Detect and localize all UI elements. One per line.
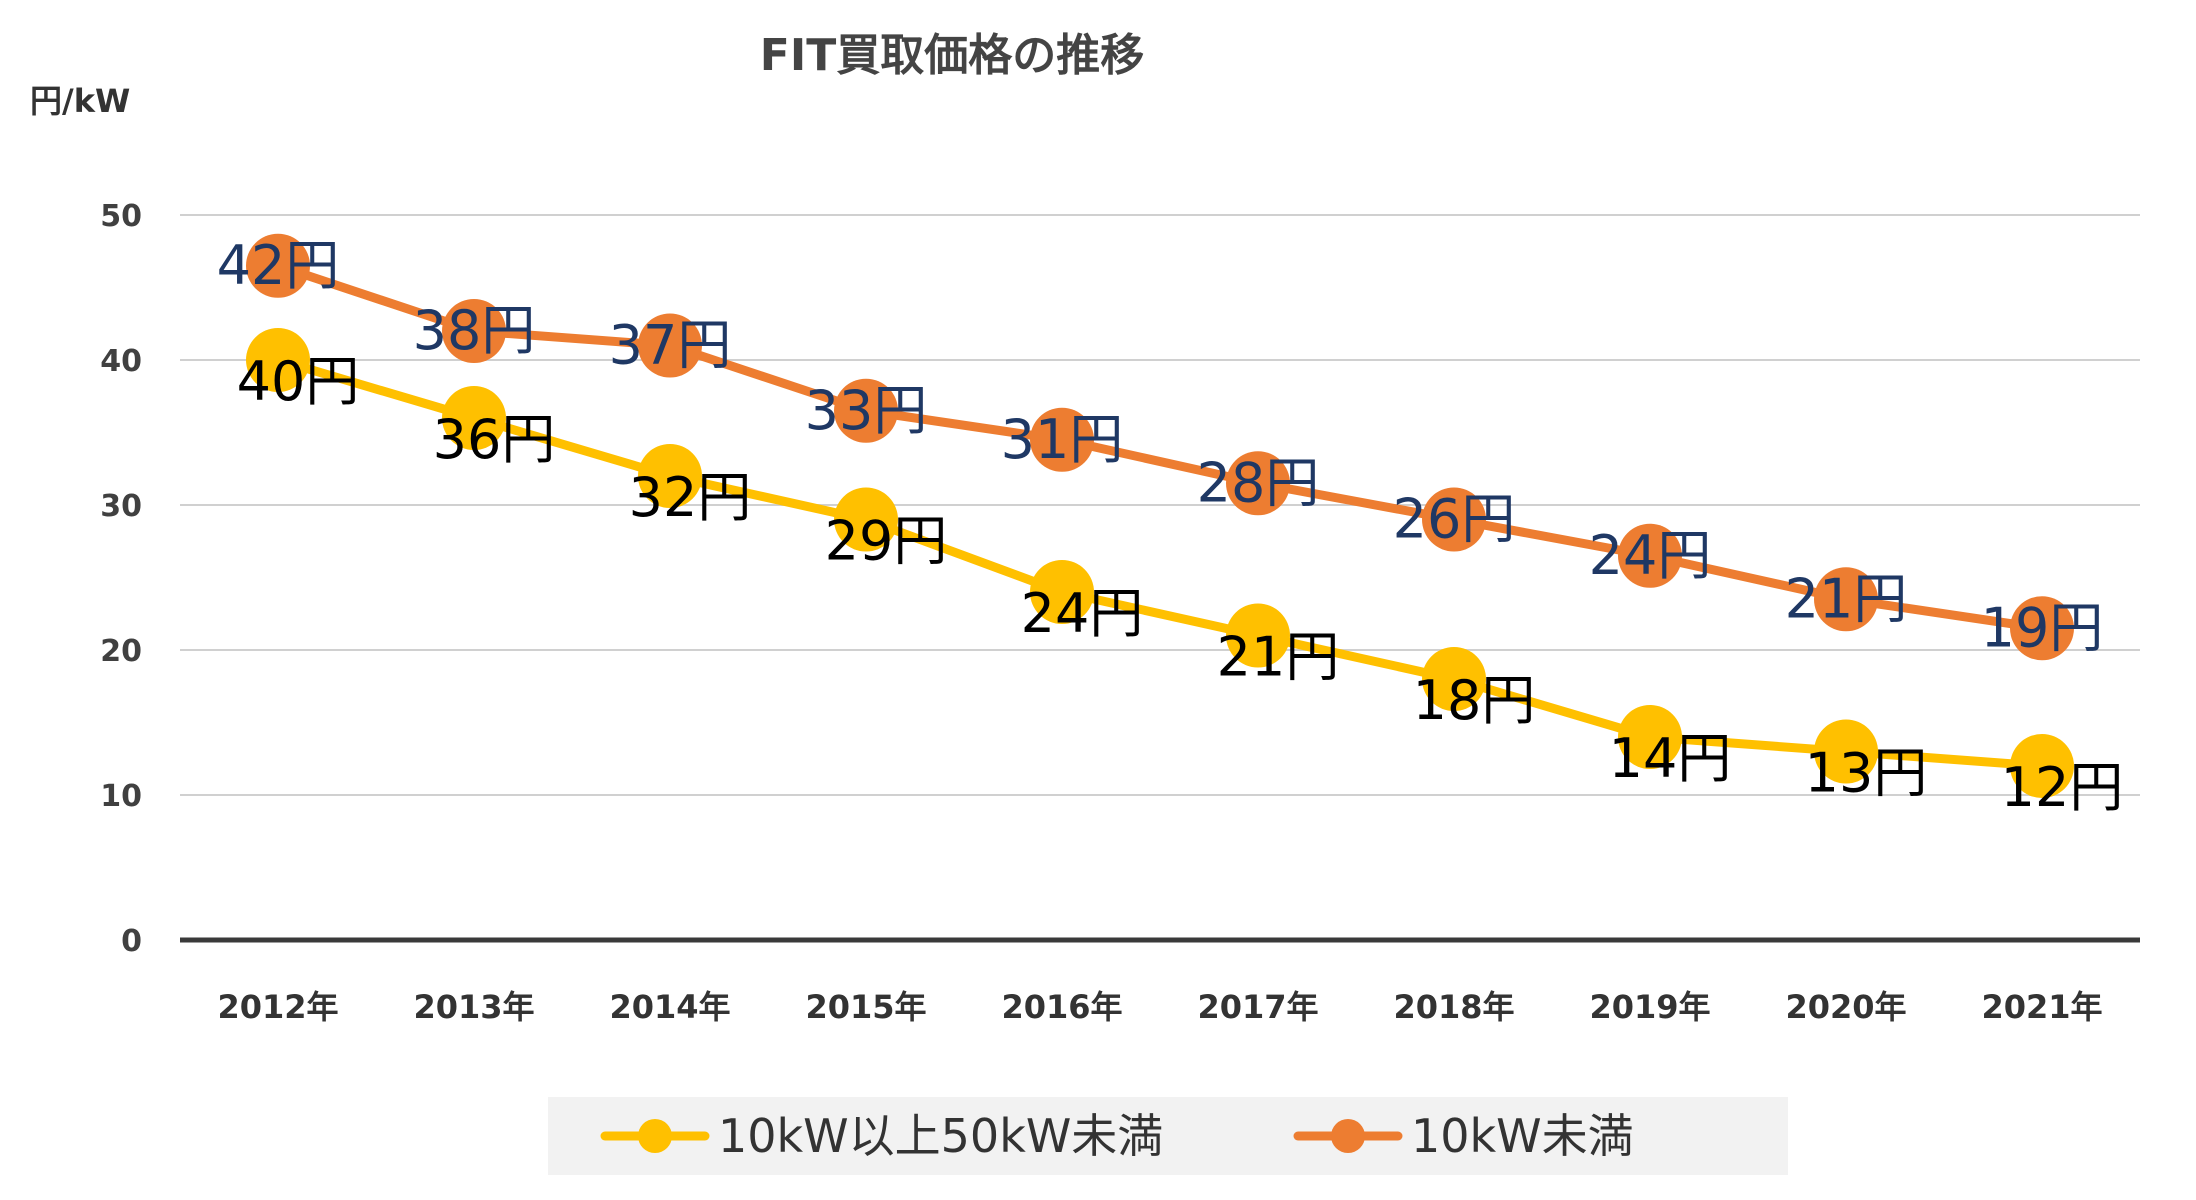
data-point-marker: [1618, 705, 1682, 769]
data-label: 21円: [1217, 626, 1340, 689]
data-point-marker: [1030, 560, 1094, 624]
x-axis-ticks: 2012年 2013年 2014年 2015年 2016年 2017年 2018年 2019年…: [217, 988, 2102, 1026]
data-point-marker: [1814, 567, 1878, 632]
data-label: 33円: [805, 379, 928, 442]
data-point-marker: [638, 313, 702, 378]
legend-label: 10kW以上50kW未満: [718, 1109, 1163, 1163]
x-tick-label: 2015年: [805, 988, 926, 1026]
x-tick-label: 2018年: [1393, 988, 1514, 1026]
data-point-marker: [2010, 596, 2074, 661]
data-label: 42円: [217, 234, 340, 297]
data-point-marker: [834, 487, 898, 552]
data-label: 18円: [1413, 669, 1536, 732]
x-tick-label: 2016年: [1001, 988, 1122, 1026]
series-lines: [246, 233, 2074, 798]
data-point-marker: [1226, 603, 1290, 668]
data-label: 24円: [1021, 582, 1144, 645]
data-point-marker: [1422, 487, 1486, 552]
legend-marker-swatch: [638, 1119, 672, 1153]
data-label: 14円: [1609, 727, 1732, 790]
y-tick-label: 40: [100, 344, 142, 379]
data-label: 24円: [1589, 524, 1712, 587]
data-label: 38円: [413, 299, 536, 362]
gridlines: [180, 214, 2140, 943]
x-tick-label: 2019年: [1589, 988, 1710, 1026]
data-point-marker: [638, 444, 702, 508]
data-label: 28円: [1197, 451, 1320, 514]
data-label: 36円: [433, 408, 556, 471]
y-axis-unit-label: 円/kW: [30, 82, 130, 120]
data-point-marker: [834, 378, 898, 443]
x-tick-label: 2020年: [1785, 988, 1906, 1026]
data-label: 37円: [609, 314, 732, 377]
legend-label: 10kW未満: [1411, 1109, 1634, 1163]
data-label: 13円: [1805, 742, 1928, 805]
legend-background: [548, 1097, 1788, 1175]
data-label: 29円: [825, 510, 948, 573]
x-tick-label: 2014年: [609, 988, 730, 1026]
data-point-marker: [1030, 407, 1094, 472]
y-tick-label: 20: [100, 634, 142, 669]
data-label: 19円: [1981, 596, 2104, 659]
legend: 10kW以上50kW未満 10kW未満: [548, 1097, 1788, 1175]
data-point-marker: [246, 233, 310, 298]
y-tick-label: 0: [121, 924, 142, 959]
data-label: 21円: [1785, 567, 1908, 630]
series-line: [273, 261, 2047, 633]
chart-title: FIT買取価格の推移: [760, 30, 1144, 81]
series-2: [246, 233, 2074, 661]
y-axis-ticks: 0 10 20 30 40 50: [100, 199, 142, 959]
series-1: [246, 328, 2074, 798]
legend-marker-swatch: [1331, 1119, 1365, 1153]
x-tick-label: 2012年: [217, 988, 338, 1026]
data-point-marker: [442, 299, 506, 363]
y-tick-label: 10: [100, 779, 142, 814]
y-tick-label: 30: [100, 489, 142, 524]
series-line: [273, 355, 2047, 771]
data-point-marker: [1618, 523, 1682, 588]
data-point-marker: [442, 386, 506, 450]
data-labels: 40円 36円 32円 29円 24円 21円 18円 14円 13円 12円 42円 38円 37円 3…: [217, 234, 2124, 819]
x-tick-label: 2021年: [1981, 988, 2102, 1026]
data-label: 32円: [629, 466, 752, 529]
x-tick-label: 2013年: [413, 988, 534, 1026]
data-label: 40円: [237, 350, 360, 413]
data-label: 12円: [2001, 756, 2124, 819]
data-point-marker: [1814, 719, 1878, 784]
data-point-marker: [1226, 451, 1290, 516]
data-point-marker: [1422, 647, 1486, 711]
data-label: 26円: [1393, 488, 1516, 551]
y-tick-label: 50: [100, 199, 142, 234]
data-point-marker: [246, 328, 310, 392]
data-label: 31円: [1001, 408, 1124, 471]
x-tick-label: 2017年: [1197, 988, 1318, 1026]
data-point-marker: [2010, 734, 2074, 798]
